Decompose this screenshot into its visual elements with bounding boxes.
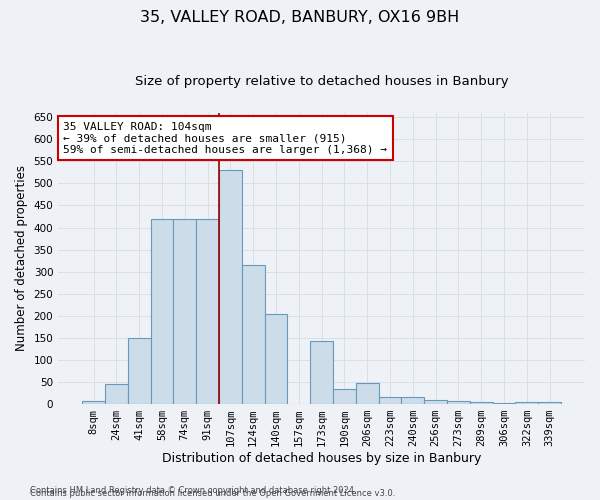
Bar — [401, 398, 424, 404]
Bar — [333, 388, 356, 404]
Y-axis label: Number of detached properties: Number of detached properties — [15, 166, 28, 352]
X-axis label: Distribution of detached houses by size in Banbury: Distribution of detached houses by size … — [162, 452, 481, 465]
Bar — [242, 265, 265, 404]
Bar — [173, 218, 196, 404]
Text: Contains public sector information licensed under the Open Government Licence v3: Contains public sector information licen… — [30, 488, 395, 498]
Text: Contains HM Land Registry data © Crown copyright and database right 2024.: Contains HM Land Registry data © Crown c… — [30, 486, 356, 495]
Bar — [356, 383, 379, 404]
Bar — [265, 314, 287, 404]
Bar — [151, 218, 173, 404]
Bar — [379, 398, 401, 404]
Text: 35, VALLEY ROAD, BANBURY, OX16 9BH: 35, VALLEY ROAD, BANBURY, OX16 9BH — [140, 10, 460, 25]
Bar — [424, 400, 447, 404]
Bar — [447, 401, 470, 404]
Bar — [538, 402, 561, 404]
Title: Size of property relative to detached houses in Banbury: Size of property relative to detached ho… — [135, 75, 508, 88]
Text: 35 VALLEY ROAD: 104sqm
← 39% of detached houses are smaller (915)
59% of semi-de: 35 VALLEY ROAD: 104sqm ← 39% of detached… — [64, 122, 388, 154]
Bar — [196, 218, 219, 404]
Bar — [470, 402, 493, 404]
Bar — [493, 403, 515, 404]
Bar — [82, 400, 105, 404]
Bar — [515, 402, 538, 404]
Bar — [105, 384, 128, 404]
Bar — [128, 338, 151, 404]
Bar — [219, 170, 242, 404]
Bar — [310, 341, 333, 404]
